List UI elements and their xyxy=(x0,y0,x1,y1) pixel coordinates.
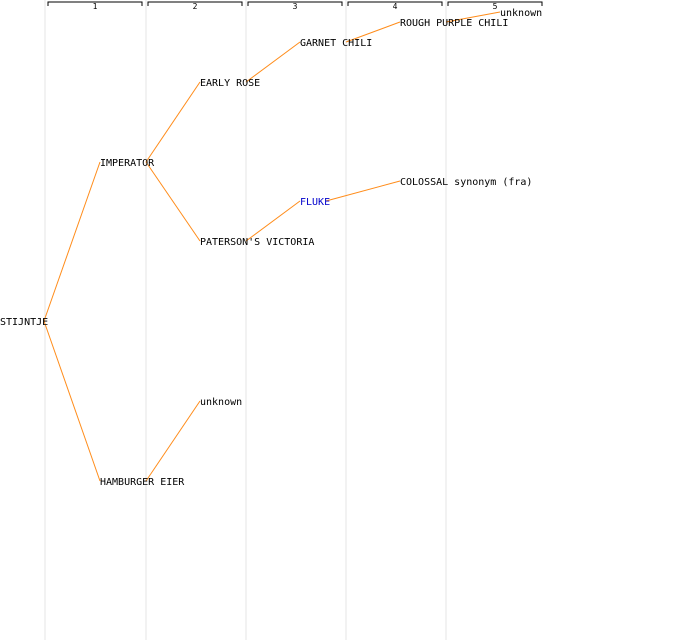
tree-nodes: STIJNTJE IMPERATOR EARLY ROSE GARNET CHILI R… xyxy=(0,8,542,488)
pedigree-edge xyxy=(145,161,201,242)
pedigree-edge xyxy=(345,21,401,43)
generation-number: 3 xyxy=(293,2,298,11)
pedigree-edge xyxy=(145,81,201,163)
variety-label: HAMBURGER EIER xyxy=(100,477,185,488)
generation-bracket xyxy=(347,1,443,6)
pedigree-edge xyxy=(43,161,101,322)
generation-header: 1 2 3 4 5 xyxy=(47,1,543,11)
pedigree-edge xyxy=(325,180,401,202)
generation-bracket xyxy=(147,1,243,6)
pedigree-edge xyxy=(445,11,501,23)
variety-label: COLOSSAL synonym (fra) xyxy=(400,177,532,188)
variety-label: IMPERATOR xyxy=(100,158,155,169)
variety-link[interactable]: FLUKE xyxy=(300,197,330,208)
variety-label: unknown xyxy=(200,397,242,408)
tree-edges xyxy=(43,11,501,482)
generation-bracket xyxy=(447,1,543,6)
pedigree-edge xyxy=(245,41,301,83)
variety-label: GARNET CHILI xyxy=(300,38,372,49)
generation-number: 4 xyxy=(393,2,398,11)
generation-bracket xyxy=(247,1,343,6)
pedigree-edge xyxy=(245,200,301,242)
variety-label: PATERSON'S VICTORIA xyxy=(200,237,314,248)
generation-number: 1 xyxy=(93,2,98,11)
pedigree-edge xyxy=(145,400,201,482)
variety-label: STIJNTJE xyxy=(0,317,48,328)
variety-label: ROUGH PURPLE CHILI xyxy=(400,18,508,29)
variety-label: EARLY ROSE xyxy=(200,78,260,89)
generation-columns xyxy=(44,0,447,640)
variety-label: unknown xyxy=(500,8,542,19)
pedigree-edge xyxy=(43,320,101,482)
generation-bracket xyxy=(47,1,143,6)
generation-number: 5 xyxy=(493,2,498,11)
generation-number: 2 xyxy=(193,2,198,11)
